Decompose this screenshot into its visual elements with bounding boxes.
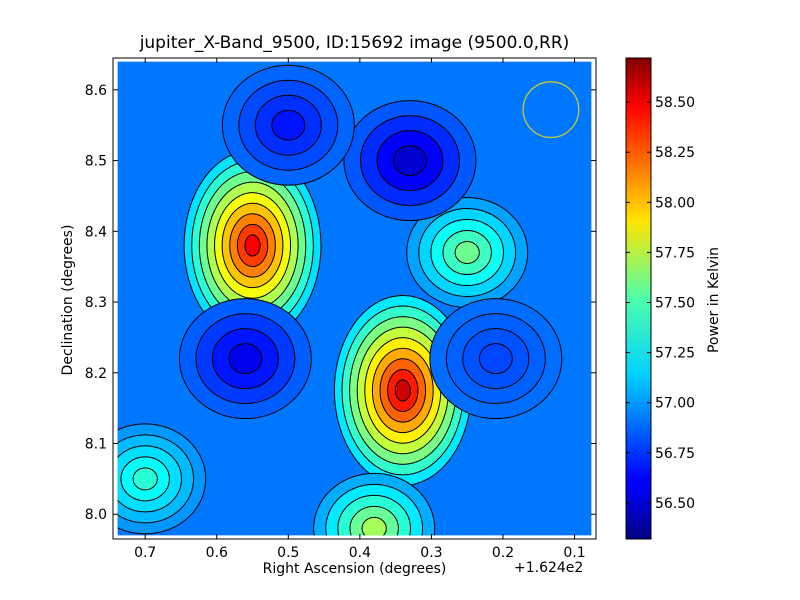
colorbar xyxy=(625,57,652,540)
contour-ring xyxy=(478,343,513,375)
contour-ring xyxy=(228,343,263,375)
contour-ring xyxy=(244,234,261,257)
contour-ring xyxy=(392,145,427,177)
contour-ring xyxy=(361,516,387,536)
y-tick-label: 8.6 xyxy=(85,83,107,99)
colorbar-label: Power in Kelvin xyxy=(706,246,722,354)
x-axis-label: Right Ascension (degrees) xyxy=(262,561,447,577)
contour-ring xyxy=(454,241,480,265)
x-tick-label: 0.2 xyxy=(492,545,514,561)
y-tick-label: 8.5 xyxy=(85,154,107,170)
colorbar-tick-label: 57.75 xyxy=(655,245,695,261)
contour-ring xyxy=(271,109,306,141)
x-tick-label: 0.7 xyxy=(134,545,156,561)
y-tick-label: 8.1 xyxy=(85,437,107,453)
y-tick-label: 8.4 xyxy=(85,224,107,240)
x-tick-label: 0.3 xyxy=(420,545,442,561)
x-tick-label: 0.6 xyxy=(206,545,228,561)
colorbar-tick-label: 58.00 xyxy=(655,195,695,211)
y-tick-label: 8.2 xyxy=(85,366,107,382)
x-tick-label: 0.5 xyxy=(277,545,299,561)
colorbar-tick-label: 57.50 xyxy=(655,296,695,312)
y-tick-label: 8.0 xyxy=(85,507,107,523)
colorbar-tick-label: 56.75 xyxy=(655,446,695,462)
colorbar-tick-label: 58.50 xyxy=(655,95,695,111)
beam-circle xyxy=(522,81,580,139)
x-axis-offset: +1.624e2 xyxy=(514,560,584,576)
colorbar-tick-label: 58.25 xyxy=(655,145,695,161)
y-axis-label: Declination (degrees) xyxy=(60,224,76,376)
y-tick-label: 8.3 xyxy=(85,295,107,311)
colorbar-tick-label: 57.00 xyxy=(655,396,695,412)
contour-ring xyxy=(132,467,158,491)
contour-ring xyxy=(394,379,411,402)
chart-title: jupiter_X-Band_9500, ID:15692 image (950… xyxy=(139,33,570,53)
colorbar-tick-label: 57.25 xyxy=(655,346,695,362)
plot-frame xyxy=(112,57,597,540)
colorbar-tick-label: 56.50 xyxy=(655,496,695,512)
x-tick-label: 0.4 xyxy=(349,545,371,561)
x-tick-label: 0.1 xyxy=(563,545,585,561)
